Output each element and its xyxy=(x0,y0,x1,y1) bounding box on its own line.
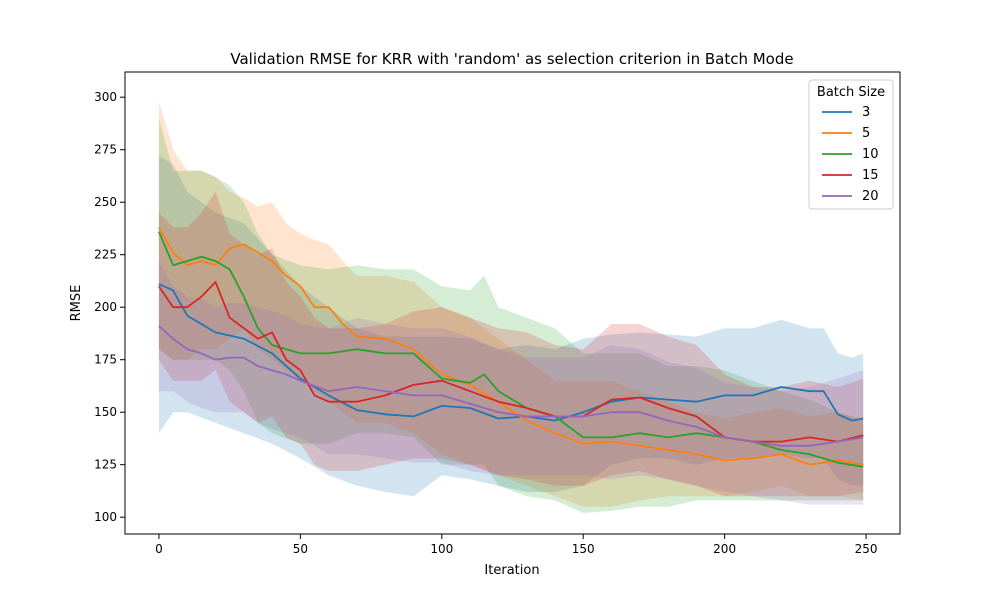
band-series-20 xyxy=(158,261,864,505)
legend-label: 5 xyxy=(862,126,870,141)
y-axis-label: RMSE xyxy=(69,285,84,322)
x-tick-label: 150 xyxy=(572,542,595,556)
legend-label: 10 xyxy=(862,147,879,162)
y-tick-label: 125 xyxy=(94,458,117,472)
x-tick-label: 250 xyxy=(855,542,878,556)
x-axis-ticks: 0 50 100 150 200 250 xyxy=(155,534,878,556)
y-tick-label: 275 xyxy=(94,143,117,157)
legend-title: Batch Size xyxy=(817,85,885,100)
legend: Batch Size 3 5 10 15 20 xyxy=(808,79,894,210)
legend-label: 15 xyxy=(862,168,879,183)
x-tick-label: 50 xyxy=(293,542,308,556)
series-lines xyxy=(158,226,864,468)
band-series-5 xyxy=(158,101,864,507)
y-tick-label: 200 xyxy=(94,300,117,314)
chart-title: Validation RMSE for KRR with 'random' as… xyxy=(230,50,793,68)
y-axis-ticks: 100 125 150 175 200 225 250 275 300 xyxy=(94,90,125,524)
x-tick-label: 100 xyxy=(430,542,453,556)
y-tick-label: 300 xyxy=(94,90,117,104)
x-tick-label: 200 xyxy=(713,542,736,556)
band-series-15 xyxy=(158,191,864,497)
y-tick-label: 225 xyxy=(94,248,117,262)
band-series-3 xyxy=(158,156,864,497)
line-series-15 xyxy=(158,281,864,443)
legend-label: 3 xyxy=(862,105,870,120)
x-tick-label: 0 xyxy=(155,542,163,556)
line-series-5 xyxy=(158,226,864,466)
y-tick-label: 100 xyxy=(94,510,117,524)
y-tick-label: 175 xyxy=(94,353,117,367)
x-axis-label: Iteration xyxy=(484,563,539,578)
legend-label: 20 xyxy=(862,189,879,204)
y-tick-label: 250 xyxy=(94,195,117,209)
plot-frame xyxy=(124,71,901,535)
y-tick-label: 150 xyxy=(94,405,117,419)
line-series-20 xyxy=(158,325,864,447)
